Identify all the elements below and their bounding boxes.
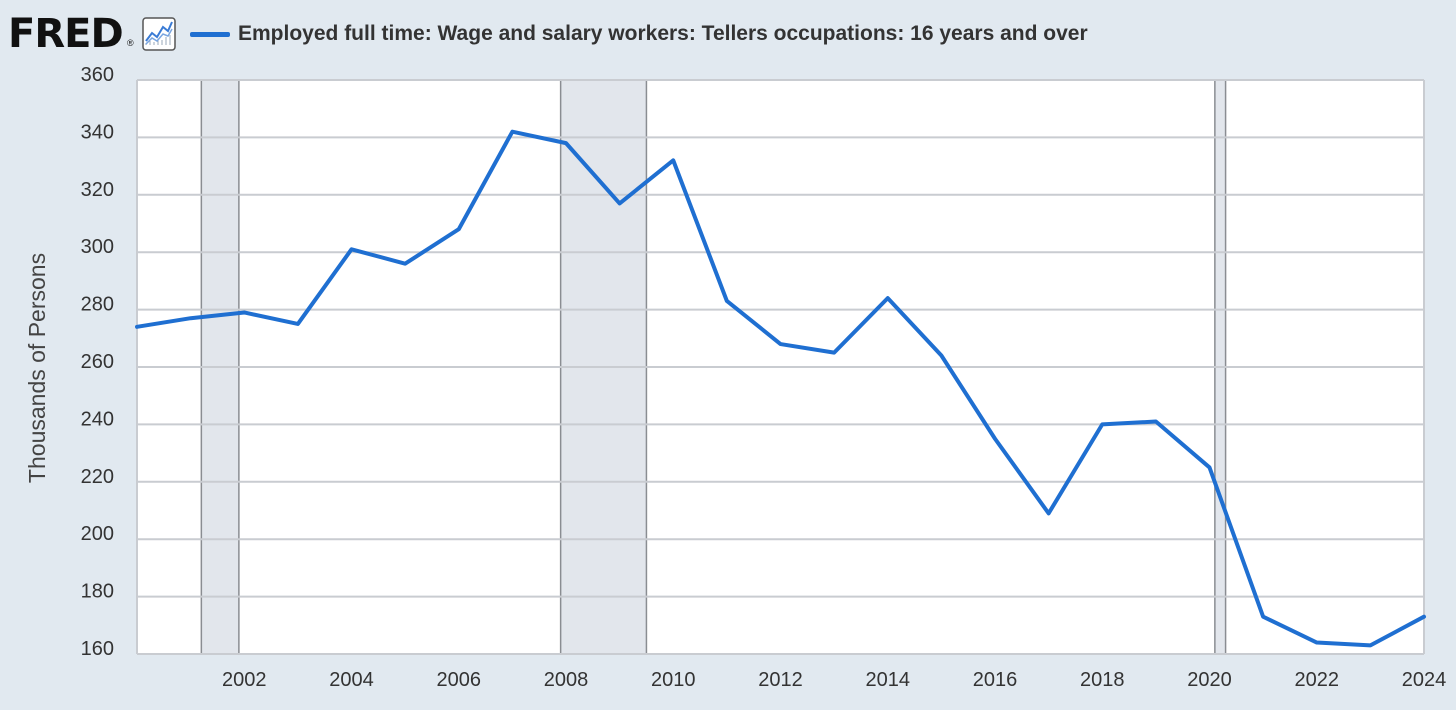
y-tick-label: 260 [81,351,114,373]
x-tick-label: 2018 [1080,669,1125,691]
series-layer [135,129,1426,648]
registered-mark: ® [127,38,134,48]
x-tick-label: 2016 [973,669,1018,691]
legend-label[interactable]: Employed full time: Wage and salary work… [238,22,1088,45]
x-tick-label: 2008 [544,669,589,691]
y-tick-label: 280 [81,294,114,316]
legend-swatch [190,32,230,37]
y-tick-label: 200 [81,523,114,545]
y-axis-label: Thousands of Persons [24,253,50,483]
x-tick-label: 2006 [437,669,482,691]
chart-line-icon[interactable] [142,17,176,51]
x-tick-label: 2002 [222,669,267,691]
chart-header: FRED ® Employed full time: Wage and sala… [0,0,1456,64]
x-tick-label: 2014 [866,669,911,691]
y-axis-ticks: 160 180 200 220 240 260 280 300 320 340 360 [81,64,114,660]
y-tick-label: 340 [81,121,114,143]
y-tick-label: 300 [81,236,114,258]
x-tick-label: 2004 [329,669,374,691]
fred-logo[interactable]: FRED [8,11,124,57]
x-axis-ticks: 2002 2004 2006 2008 2010 2012 2014 2016 2018 2020… [222,669,1446,691]
x-tick-label: 2012 [758,669,803,691]
y-tick-label: 320 [81,179,114,201]
x-tick-label: 2020 [1187,669,1232,691]
x-tick-label: 2024 [1402,669,1447,691]
x-tick-label: 2010 [651,669,696,691]
y-tick-label: 240 [81,408,114,430]
y-tick-label: 220 [81,466,114,488]
y-tick-label: 180 [81,581,114,603]
y-tick-label: 360 [81,64,114,86]
y-tick-label: 160 [81,638,114,660]
x-tick-label: 2022 [1295,669,1340,691]
gridlines [136,79,1425,655]
